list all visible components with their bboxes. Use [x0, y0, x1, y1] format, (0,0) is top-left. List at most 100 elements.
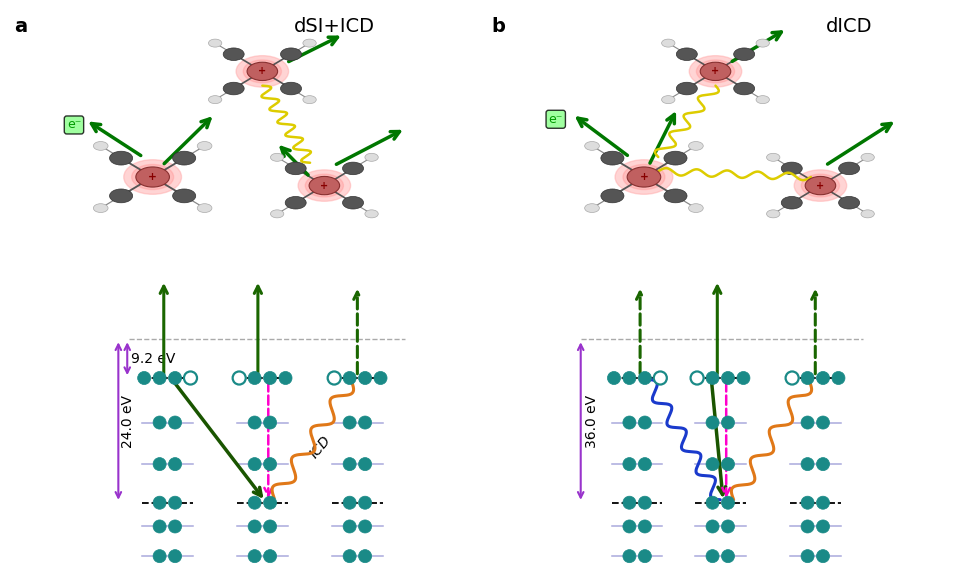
Circle shape [343, 416, 355, 429]
Circle shape [285, 196, 306, 209]
Circle shape [248, 372, 261, 384]
Circle shape [626, 167, 660, 187]
Circle shape [342, 196, 363, 209]
Circle shape [263, 550, 276, 562]
Circle shape [705, 416, 719, 429]
Circle shape [816, 520, 829, 533]
Circle shape [755, 95, 768, 103]
Circle shape [688, 142, 702, 150]
Circle shape [93, 204, 108, 212]
Circle shape [364, 154, 377, 162]
Circle shape [661, 95, 675, 103]
Circle shape [223, 82, 244, 95]
Circle shape [638, 520, 651, 533]
Circle shape [831, 372, 844, 384]
Circle shape [801, 457, 813, 471]
Circle shape [152, 372, 166, 384]
Circle shape [705, 496, 719, 509]
Circle shape [342, 162, 363, 175]
Circle shape [816, 372, 829, 384]
Circle shape [801, 550, 813, 562]
Circle shape [169, 496, 181, 509]
Circle shape [736, 372, 749, 384]
Circle shape [766, 210, 780, 218]
Circle shape [676, 48, 697, 61]
Circle shape [638, 457, 651, 471]
Circle shape [653, 372, 666, 384]
Circle shape [169, 372, 181, 384]
Text: +: + [816, 180, 823, 191]
Circle shape [248, 496, 261, 509]
Circle shape [152, 457, 166, 471]
Circle shape [781, 162, 801, 175]
Circle shape [124, 160, 181, 194]
Circle shape [688, 204, 702, 212]
Circle shape [804, 176, 835, 195]
Circle shape [285, 162, 306, 175]
Circle shape [638, 496, 651, 509]
Circle shape [247, 62, 277, 81]
Circle shape [358, 372, 372, 384]
Circle shape [705, 457, 719, 471]
Circle shape [343, 550, 355, 562]
Circle shape [766, 154, 780, 162]
Circle shape [110, 189, 132, 203]
Circle shape [720, 550, 734, 562]
Circle shape [209, 39, 222, 47]
Text: 36.0 eV: 36.0 eV [584, 395, 598, 448]
Circle shape [263, 520, 276, 533]
Circle shape [248, 520, 261, 533]
Circle shape [169, 550, 181, 562]
Circle shape [801, 520, 813, 533]
Circle shape [152, 416, 166, 429]
Circle shape [248, 416, 261, 429]
Circle shape [280, 48, 301, 61]
Circle shape [700, 62, 730, 81]
Circle shape [184, 372, 197, 384]
Circle shape [705, 372, 719, 384]
Circle shape [816, 550, 829, 562]
Text: +: + [320, 180, 328, 191]
Circle shape [358, 457, 372, 471]
Circle shape [263, 457, 276, 471]
Circle shape [638, 416, 651, 429]
Circle shape [607, 372, 619, 384]
Circle shape [93, 142, 108, 150]
Text: dICD: dICD [825, 17, 871, 36]
Circle shape [110, 151, 132, 165]
Circle shape [235, 56, 288, 87]
Text: dSI+ICD: dSI+ICD [294, 17, 374, 36]
Circle shape [584, 142, 598, 150]
Circle shape [638, 550, 651, 562]
Circle shape [358, 416, 372, 429]
Text: +: + [258, 66, 266, 77]
Circle shape [584, 204, 598, 212]
Circle shape [248, 457, 261, 471]
Circle shape [816, 496, 829, 509]
Circle shape [343, 372, 355, 384]
Circle shape [676, 82, 697, 95]
Circle shape [343, 520, 355, 533]
Circle shape [801, 496, 813, 509]
Circle shape [152, 520, 166, 533]
Circle shape [600, 189, 623, 203]
Text: +: + [148, 172, 157, 182]
Circle shape [860, 154, 873, 162]
Circle shape [197, 142, 212, 150]
Circle shape [248, 550, 261, 562]
Circle shape [696, 60, 734, 83]
Circle shape [374, 372, 387, 384]
Circle shape [302, 39, 315, 47]
Circle shape [622, 496, 636, 509]
Circle shape [720, 520, 734, 533]
Circle shape [172, 189, 195, 203]
Circle shape [263, 416, 276, 429]
Circle shape [243, 60, 281, 83]
Circle shape [132, 164, 173, 190]
Circle shape [305, 174, 343, 197]
Circle shape [263, 372, 276, 384]
Circle shape [172, 151, 195, 165]
Circle shape [278, 372, 292, 384]
Circle shape [622, 550, 636, 562]
Circle shape [733, 82, 754, 95]
